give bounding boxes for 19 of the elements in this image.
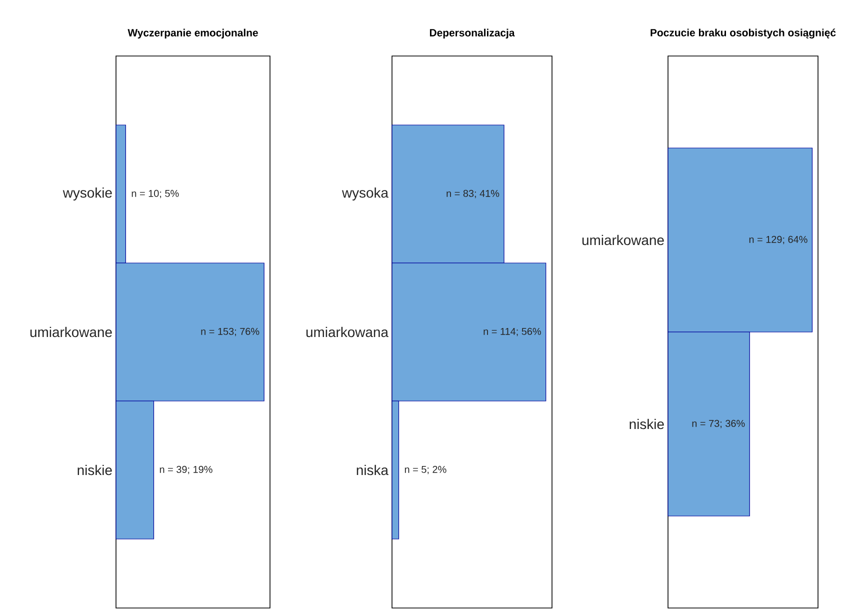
- y-tick-label: wysoka: [342, 188, 388, 200]
- y-tick-label: niskie: [630, 418, 664, 430]
- y-tick-label: niskie: [78, 464, 112, 476]
- data-label: n = 114; 56%: [484, 328, 541, 336]
- chart-title: Depersonalizacja: [430, 28, 515, 39]
- data-label: n = 5; 2%: [404, 466, 446, 474]
- data-label: n = 39; 19%: [160, 466, 212, 474]
- y-tick-label: niska: [356, 464, 388, 476]
- y-tick-label: umiarkowana: [306, 326, 388, 338]
- data-label: n = 10; 5%: [132, 190, 179, 198]
- data-label: n = 129; 64%: [749, 236, 808, 244]
- y-tick-label: umiarkowane: [582, 234, 664, 246]
- data-label: n = 83; 41%: [446, 190, 500, 198]
- chart-title: Poczucie braku osobistych osiągnięć: [650, 28, 836, 39]
- data-label: n = 73; 36%: [692, 420, 745, 428]
- y-tick-label: wysokie: [62, 188, 112, 200]
- chart-title: Wyczerpanie emocjonalne: [128, 28, 258, 39]
- y-tick-label: umiarkowane: [30, 326, 112, 338]
- data-label: n = 153; 76%: [201, 328, 260, 336]
